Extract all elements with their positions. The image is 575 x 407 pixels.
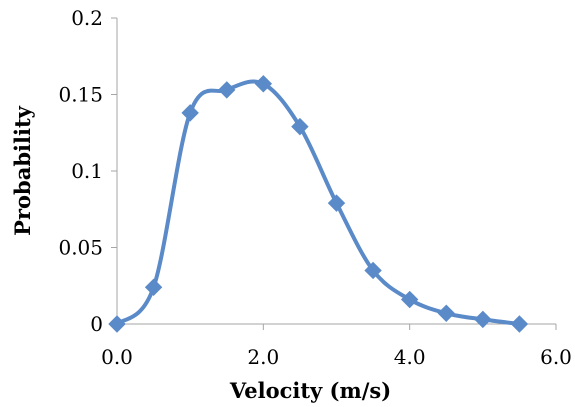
x-tick-label: 2.0 [247, 345, 279, 369]
x-tick-labels: 0.0 2.0 4.0 6.0 [101, 324, 572, 369]
data-point-marker [327, 194, 346, 212]
data-point-marker [400, 290, 419, 309]
x-tick-label: 4.0 [394, 345, 426, 369]
data-point-marker [108, 315, 126, 333]
data-point-marker [181, 104, 199, 122]
data-point-marker [218, 81, 236, 99]
y-tick-label: 0.2 [71, 6, 103, 30]
series-layer [108, 75, 529, 333]
x-tick-label: 6.0 [540, 345, 572, 369]
data-point-marker [474, 310, 492, 329]
data-point-marker [144, 278, 163, 296]
y-tick-label: 0.05 [58, 236, 103, 260]
series-line [115, 79, 522, 326]
data-point-marker [291, 117, 309, 136]
data-point-marker [254, 75, 273, 93]
y-axis-title: Probability [10, 105, 35, 235]
data-point-marker [364, 261, 382, 280]
y-tick-label: 0 [90, 312, 103, 336]
y-tick-label: 0.1 [71, 159, 103, 183]
data-point-marker [510, 315, 529, 333]
data-point-marker [437, 304, 455, 322]
y-tick-label: 0.15 [58, 83, 103, 107]
x-axis-title: Velocity (m/s) [229, 378, 391, 403]
x-tick-label: 0.0 [101, 345, 133, 369]
y-tick-labels: 0 0.05 0.1 0.15 0.2 [58, 6, 117, 336]
